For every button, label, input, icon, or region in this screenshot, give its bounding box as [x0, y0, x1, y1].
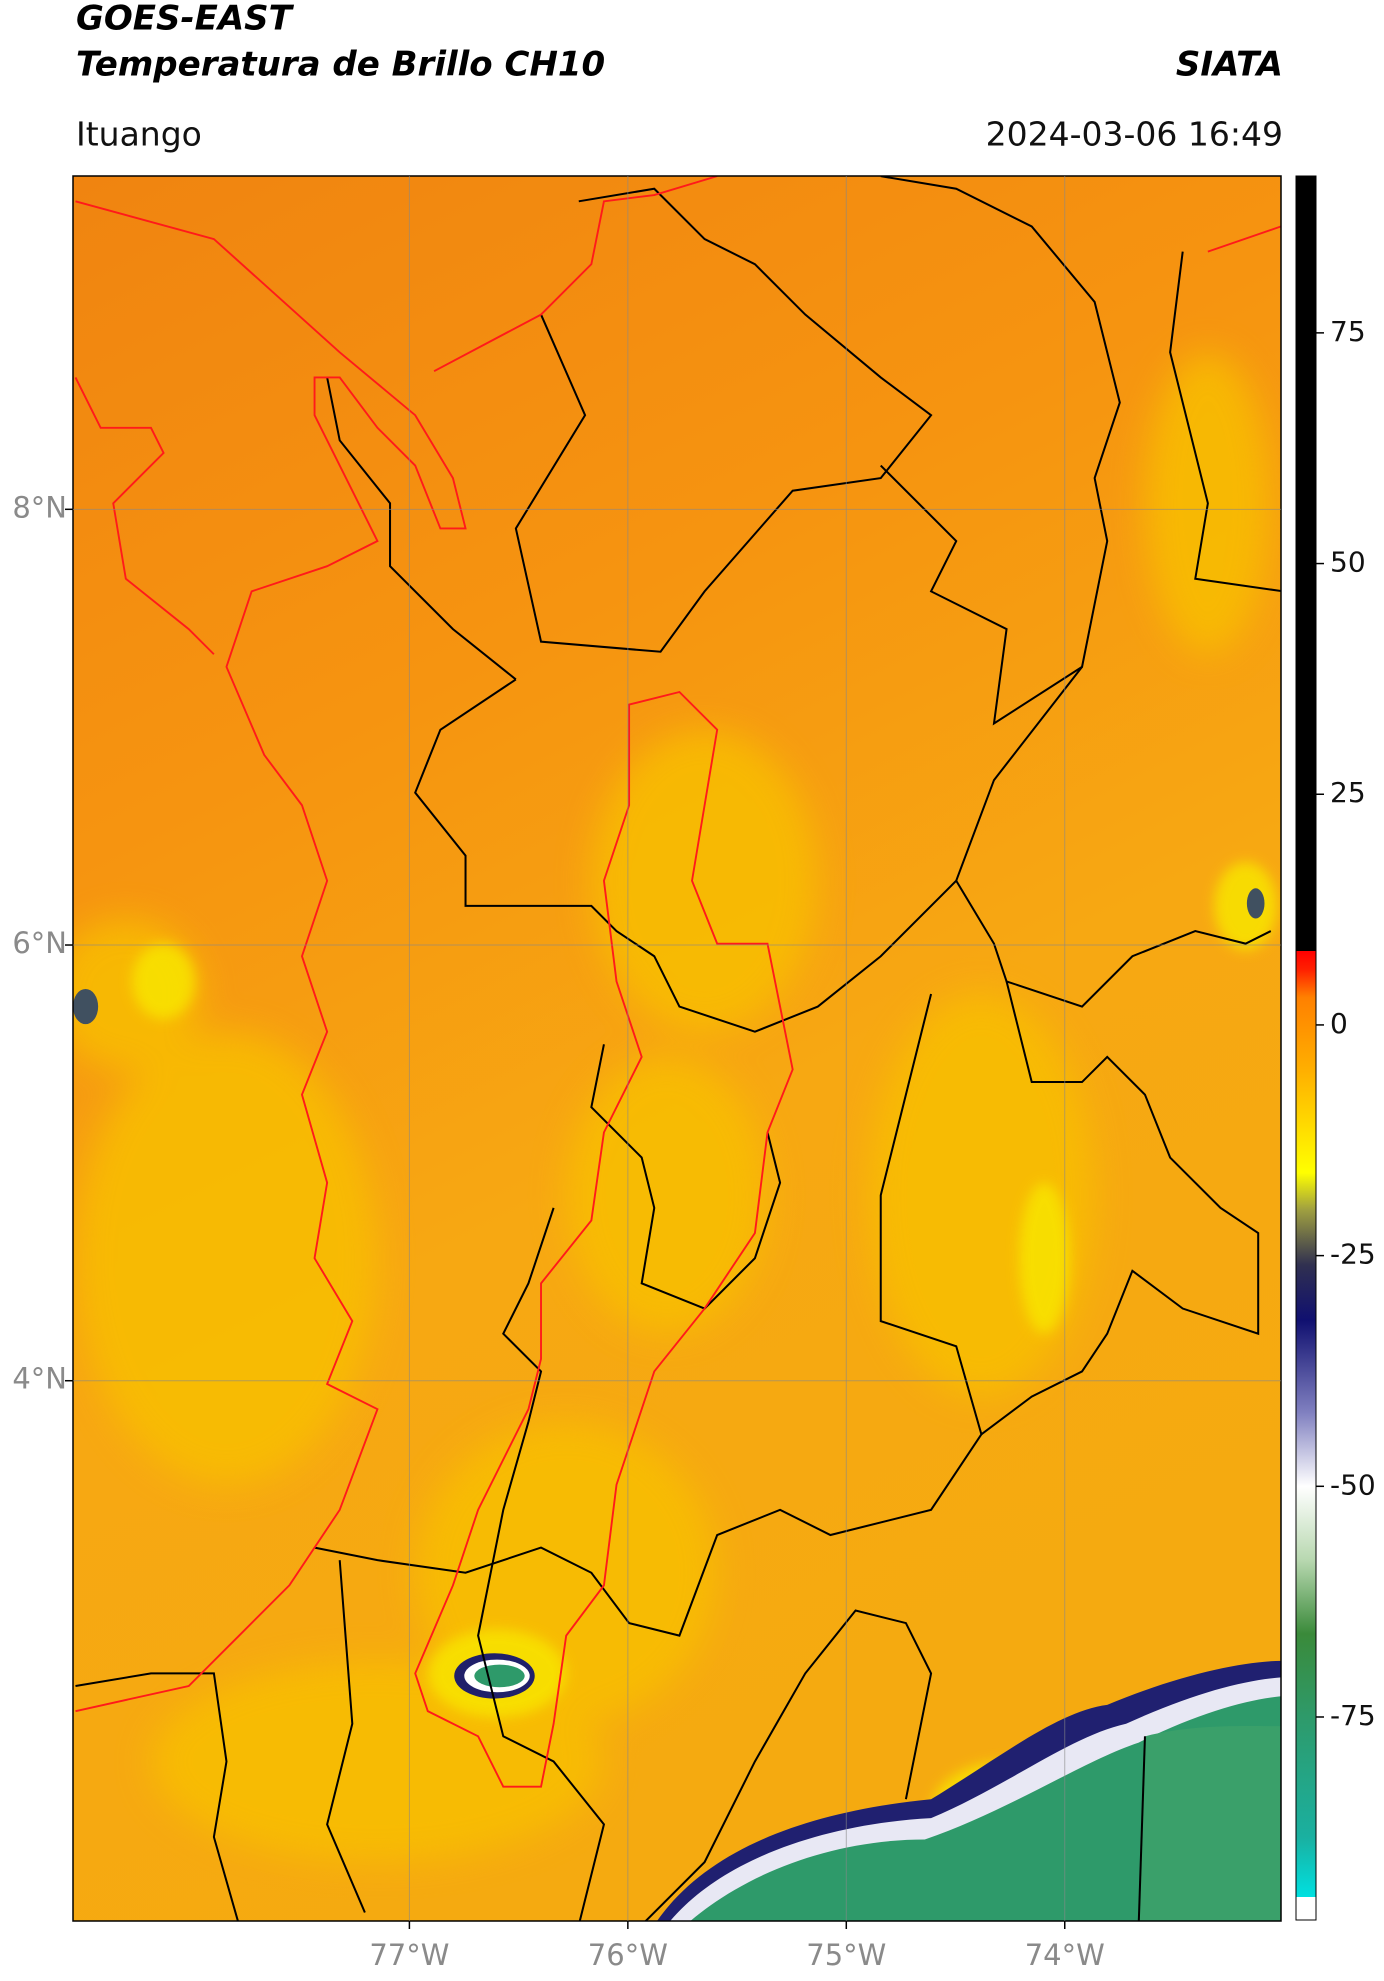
source: SIATA: [1176, 45, 1283, 85]
colorbar-frame: [1295, 175, 1317, 1921]
subtitle: Temperatura de Brillo CH10: [76, 45, 605, 85]
colorbar-tick-label: 50: [1330, 546, 1366, 579]
x-tick-label: 76°W: [588, 1938, 668, 1972]
y-tick-label: 4°N: [12, 1362, 67, 1396]
x-tick-label: 77°W: [369, 1938, 449, 1972]
colorbar-tick-label: -50: [1330, 1468, 1376, 1501]
map: [73, 176, 1281, 1921]
colorbar-tick-label: 25: [1330, 776, 1366, 809]
colorbar-tick-label: 0: [1330, 1007, 1348, 1040]
colorbar-tick-label: -25: [1330, 1238, 1376, 1271]
map-frame: [72, 175, 1282, 1922]
x-tick-label: 74°W: [1025, 1938, 1105, 1972]
colorbar-tick-label: 75: [1330, 315, 1366, 348]
y-tick-label: 6°N: [12, 926, 67, 960]
x-tick-label: 75°W: [806, 1938, 886, 1972]
location: Ituango: [76, 115, 202, 154]
title: GOES-EAST: [76, 0, 295, 39]
datetime: 2024-03-06 16:49: [986, 115, 1283, 154]
axes: 77°W 76°W 75°W 74°W 4°N 6°N 8°N: [12, 176, 1281, 1972]
map-features: [73, 176, 1281, 1921]
colorbar-tick-label: -75: [1330, 1699, 1376, 1732]
y-tick-label: 8°N: [12, 490, 67, 524]
colorbar: [1296, 176, 1316, 1920]
